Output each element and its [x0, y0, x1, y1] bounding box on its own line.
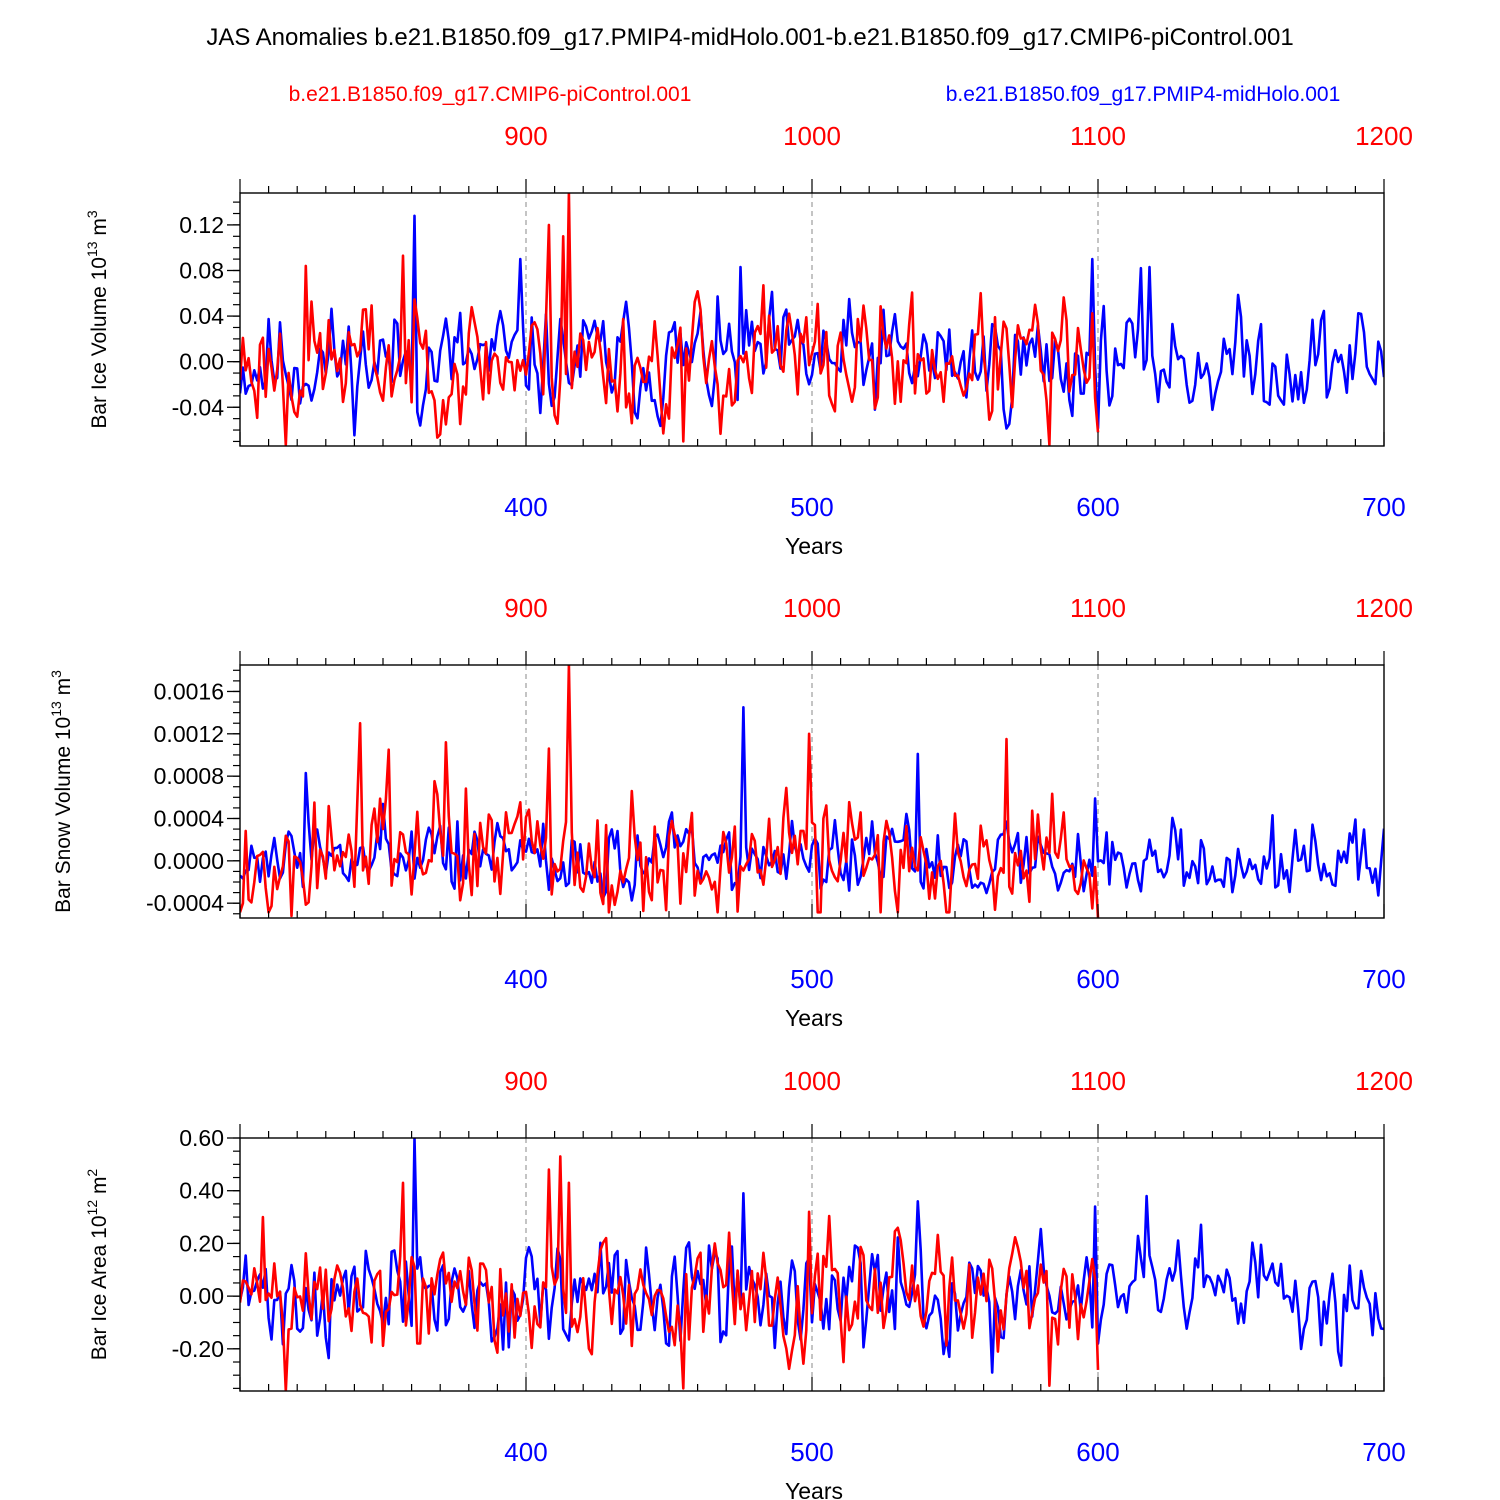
series-line-control	[240, 193, 1100, 446]
y-tick-label: 0.0004	[154, 805, 225, 831]
x-axis-label: Years	[785, 533, 843, 559]
panel-3: 0.60 0.40 0.20 0.00 -0.20 400 500 600 700 900 1000…	[84, 1066, 1413, 1500]
y-tick-label: 0.12	[179, 212, 224, 238]
x-tick-label-top: 1100	[1070, 121, 1126, 151]
x-tick-label-top: 1200	[1355, 121, 1413, 151]
x-tick-label-top: 1000	[783, 121, 841, 151]
x-tick-label-top: 1000	[783, 593, 841, 623]
x-tick-label-bottom: 600	[1076, 492, 1119, 522]
panel-1: 0.12 0.08 0.04 0.00 -0.04 400 500 600 700 900 1000…	[84, 121, 1413, 559]
x-axis-label: Years	[785, 1478, 843, 1500]
y-tick-label: 0.0008	[154, 763, 224, 789]
series-line-experiment	[240, 214, 1384, 437]
y-tick-label: 0.40	[179, 1178, 224, 1204]
figure-title: JAS Anomalies b.e21.B1850.f09_g17.PMIP4-…	[206, 24, 1293, 51]
x-tick-label-top: 1200	[1355, 593, 1413, 623]
legend-experiment: b.e21.B1850.f09_g17.PMIP4-midHolo.001	[946, 83, 1341, 106]
panels: 0.12 0.08 0.04 0.00 -0.04 400 500 600 700 900 1000…	[48, 121, 1413, 1500]
x-tick-label-bottom: 700	[1362, 492, 1405, 522]
x-tick-label-bottom: 500	[790, 964, 833, 994]
legend-control: b.e21.B1850.f09_g17.CMIP6-piControl.001	[289, 83, 692, 106]
x-axis-label: Years	[785, 1005, 843, 1031]
x-tick-label-top: 900	[504, 593, 547, 623]
x-tick-label-bottom: 600	[1076, 1437, 1119, 1467]
y-tick-label: -0.04	[172, 394, 225, 420]
y-tick-label: 0.0000	[154, 848, 224, 874]
x-tick-label-bottom: 400	[504, 1437, 547, 1467]
x-tick-label-top: 1200	[1355, 1066, 1413, 1096]
x-tick-label-bottom: 400	[504, 964, 547, 994]
y-tick-label: 0.00	[179, 1283, 224, 1309]
y-tick-label: 0.00	[179, 349, 224, 375]
x-tick-label-top: 1100	[1070, 1066, 1126, 1096]
x-tick-label-top: 900	[504, 121, 547, 151]
series-line-control	[240, 1155, 1100, 1391]
x-tick-label-bottom: 500	[790, 1437, 833, 1467]
x-tick-label-bottom: 700	[1362, 1437, 1405, 1467]
x-tick-label-bottom: 500	[790, 492, 833, 522]
panel-2: 0.0016 0.0012 0.0008 0.0004 0.0000 -0.0004 400…	[48, 593, 1413, 1031]
y-axis-label: Bar Ice Volume 1013 m3	[84, 210, 111, 429]
x-tick-label-top: 1000	[783, 1066, 841, 1096]
y-tick-label: 0.08	[179, 257, 224, 283]
y-tick-label: -0.0004	[146, 890, 224, 916]
y-tick-label: 0.60	[179, 1125, 224, 1151]
y-axis-label: Bar Ice Area 1012 m2	[84, 1169, 111, 1361]
x-tick-label-bottom: 700	[1362, 964, 1405, 994]
y-tick-label: 0.20	[179, 1230, 224, 1256]
x-tick-label-bottom: 600	[1076, 964, 1119, 994]
y-tick-label: 0.0012	[154, 721, 224, 747]
x-tick-label-bottom: 400	[504, 492, 547, 522]
y-tick-label: 0.04	[179, 303, 224, 329]
series-line-experiment	[240, 705, 1384, 902]
series-line-control	[240, 665, 1100, 918]
x-tick-label-top: 1100	[1070, 593, 1126, 623]
x-tick-label-top: 900	[504, 1066, 547, 1096]
y-axis-label: Bar Snow Volume 1013 m3	[48, 670, 75, 913]
y-tick-label: 0.0016	[154, 678, 224, 704]
y-tick-label: -0.20	[172, 1336, 224, 1362]
